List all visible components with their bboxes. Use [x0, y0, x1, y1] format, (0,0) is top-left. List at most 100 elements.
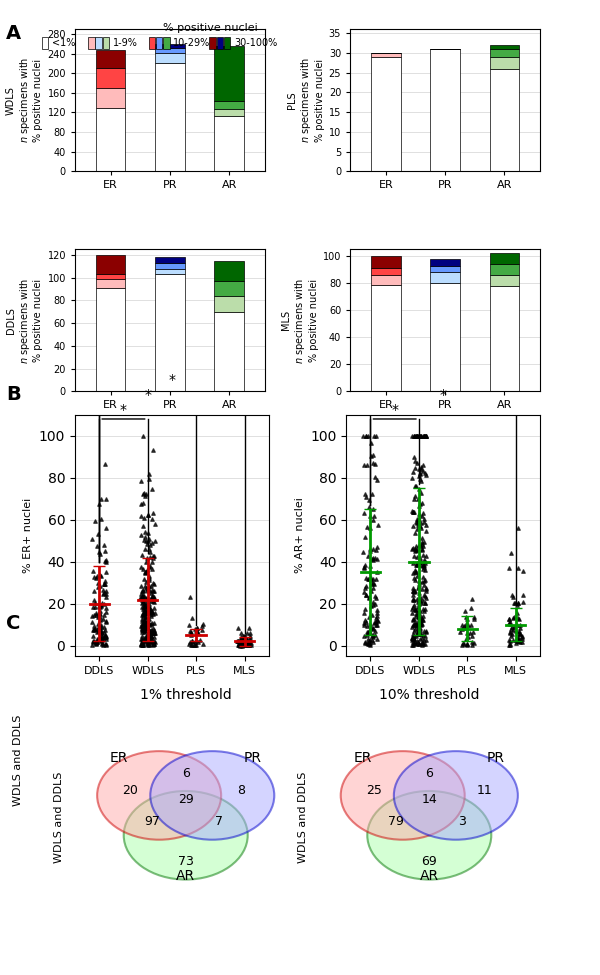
Point [99, 629, 109, 644]
Point [143, 532, 153, 548]
Point [144, 531, 154, 547]
Point [408, 583, 418, 599]
Point [93, 526, 103, 542]
Point [409, 617, 418, 633]
Point [94, 619, 103, 635]
Point [149, 601, 158, 616]
Point [184, 637, 194, 652]
Point [149, 591, 159, 606]
Point [187, 609, 196, 625]
Point [407, 619, 417, 635]
Point [421, 591, 431, 606]
Point [95, 623, 104, 639]
Point [144, 466, 154, 482]
Point [139, 602, 149, 617]
Point [420, 563, 430, 578]
Text: 14: 14 [421, 794, 437, 806]
Point [97, 635, 107, 650]
Point [419, 561, 428, 576]
Point [101, 520, 110, 535]
Point [359, 457, 369, 473]
Point [505, 637, 515, 652]
Point [140, 541, 150, 557]
Point [235, 638, 244, 653]
Text: PR: PR [243, 751, 261, 765]
Point [373, 605, 382, 621]
Point [141, 565, 151, 580]
Point [367, 619, 376, 635]
Point [142, 619, 151, 635]
Point [244, 638, 253, 653]
Point [420, 602, 430, 617]
Point [366, 583, 376, 599]
Point [92, 635, 102, 650]
Bar [371, 285, 401, 391]
Point [149, 624, 158, 640]
Point [365, 637, 375, 652]
Point [512, 598, 522, 613]
Point [465, 625, 475, 641]
Point [191, 632, 200, 647]
Point [366, 598, 376, 613]
Point [91, 569, 101, 585]
Text: A: A [6, 24, 21, 43]
Point [414, 507, 424, 523]
Point [238, 638, 248, 653]
Point [416, 609, 425, 625]
Point [142, 487, 151, 502]
Point [136, 527, 146, 543]
Text: 8: 8 [237, 785, 245, 798]
Point [146, 594, 156, 609]
Ellipse shape [97, 751, 221, 839]
Point [419, 553, 429, 568]
Bar [155, 62, 185, 172]
Point [139, 592, 148, 607]
Point [139, 599, 149, 614]
Point [407, 470, 417, 486]
Point [368, 541, 377, 557]
Point [467, 628, 476, 644]
Point [421, 549, 431, 565]
Point [517, 629, 526, 644]
Point [419, 428, 428, 444]
Bar [155, 53, 185, 62]
Point [145, 617, 155, 633]
Point [509, 609, 518, 625]
Point [365, 520, 375, 535]
Point [407, 503, 417, 519]
Point [146, 604, 156, 620]
Point [142, 620, 152, 636]
Point [237, 638, 247, 653]
Point [416, 554, 426, 569]
Point [144, 615, 154, 631]
Point [93, 609, 103, 625]
Point [418, 538, 428, 554]
Point [419, 534, 429, 550]
Point [410, 583, 420, 599]
Point [512, 634, 522, 649]
Point [372, 617, 382, 633]
Bar [430, 265, 460, 272]
Point [140, 525, 150, 540]
Point [138, 604, 148, 620]
Point [359, 615, 368, 631]
Point [414, 482, 424, 497]
Point [508, 610, 518, 626]
Point [506, 628, 516, 644]
Point [461, 631, 470, 646]
Point [419, 602, 428, 617]
Point [469, 635, 479, 650]
Point [140, 565, 150, 580]
Text: *: * [169, 373, 175, 387]
Point [514, 611, 524, 627]
Bar [214, 116, 244, 172]
Point [457, 621, 466, 637]
Point [407, 630, 417, 645]
Point [148, 575, 157, 591]
Point [420, 595, 430, 610]
Point [100, 576, 109, 592]
Point [149, 637, 158, 652]
Point [101, 604, 110, 620]
Point [97, 512, 106, 527]
Point [100, 554, 109, 569]
